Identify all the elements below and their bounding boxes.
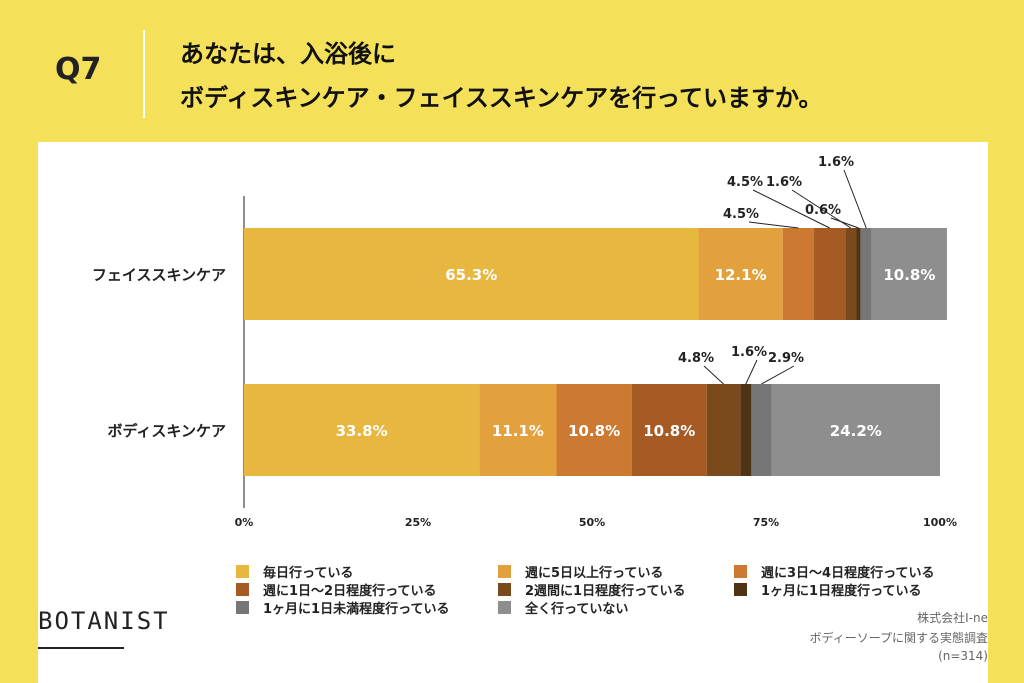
x-tick-label: 100% [923, 516, 957, 529]
bar-segment [751, 384, 772, 476]
legend-swatch [236, 582, 249, 596]
callout-line [830, 217, 859, 229]
logo-underline [38, 647, 124, 649]
legend-item: 週に3日〜4日程度行っている [734, 563, 935, 581]
data-label: 65.3% [445, 266, 497, 284]
bar-segment [244, 384, 480, 476]
botanist-logo: BOTANIST [38, 607, 170, 635]
data-label: 0.6% [805, 203, 841, 218]
data-label: 4.8% [678, 351, 714, 366]
source-survey: ボディーソープに関する実態調査 [809, 631, 988, 645]
bar-segment [631, 384, 707, 476]
bar-segment [479, 384, 557, 476]
bar-segment [740, 384, 752, 476]
callout-line [752, 189, 830, 229]
bar-segment [698, 228, 783, 320]
legend-item: 1ヶ月に1日程度行っている [734, 581, 922, 599]
chart-card: 0% 25% 50% 75% 100% フェイススキンケア 65.3% 12.1% 4.5% 4.… [38, 142, 988, 683]
x-tick-label: 25% [405, 516, 431, 529]
legend-item: 週に1日〜2日程度行っている [236, 581, 437, 599]
data-label: 11.1% [492, 422, 544, 440]
legend-label: 1ヶ月に1日程度行っている [761, 583, 922, 599]
bar-segment [814, 228, 846, 320]
bar-segment [771, 384, 940, 476]
legend-swatch [734, 582, 747, 596]
legend-label: 全く行っていない [525, 601, 629, 617]
header-divider [143, 30, 145, 118]
legend-label: 週に1日〜2日程度行っている [263, 583, 437, 599]
bar-segment [856, 228, 861, 320]
data-label: 10.8% [883, 266, 935, 284]
x-tick-label: 0% [235, 516, 254, 529]
source-sample-size: (n=314) [938, 649, 988, 663]
data-label: 4.5% [727, 175, 763, 190]
legend-label: 1ヶ月に1日未満程度行っている [263, 601, 450, 617]
legend-swatch [498, 600, 511, 614]
bar-segment [782, 228, 815, 320]
source-company: 株式会社I-ne [917, 611, 988, 625]
legend-swatch [236, 600, 249, 614]
legend-label: 2週間に1日程度行っている [525, 583, 686, 599]
legend-swatch [236, 564, 249, 578]
bar-segment [706, 384, 741, 476]
x-tick-label: 75% [753, 516, 779, 529]
legend-swatch [498, 582, 511, 596]
callout-line [745, 359, 758, 385]
legend-item: 1ヶ月に1日未満程度行っている [236, 599, 450, 617]
legend-label: 週に3日〜4日程度行っている [761, 565, 935, 581]
data-label: 1.6% [731, 345, 767, 360]
bar-segment [871, 228, 947, 320]
question-title-line2: ボディスキンケア・フェイススキンケアを行っていますか。 [180, 84, 823, 112]
data-label: 10.8% [643, 422, 695, 440]
legend-item: 2週間に1日程度行っている [498, 581, 686, 599]
question-title-line1: あなたは、入浴後に [180, 40, 396, 68]
data-label: 10.8% [568, 422, 620, 440]
bar-segment [845, 228, 857, 320]
legend-swatch [734, 564, 747, 578]
data-label: 1.6% [818, 155, 854, 170]
category-label: ボディスキンケア [107, 422, 226, 440]
callout-line [843, 169, 867, 229]
callout-line [703, 365, 724, 385]
legend-label: 毎日行っている [263, 565, 354, 581]
legend-item: 毎日行っている [236, 563, 354, 581]
data-label: 33.8% [336, 422, 388, 440]
bar-segment [860, 228, 872, 320]
data-label: 2.9% [768, 351, 804, 366]
data-label: 4.5% [723, 207, 759, 222]
legend-item: 週に5日以上行っている [498, 563, 664, 581]
callout-line [748, 221, 799, 229]
stacked-bar-chart: 0% 25% 50% 75% 100% フェイススキンケア 65.3% 12.1% 4.5% 4.… [92, 155, 957, 529]
legend-item: 全く行っていない [498, 599, 629, 617]
data-label: 12.1% [715, 266, 767, 284]
question-number: Q7 [55, 52, 102, 87]
x-tick-label: 50% [579, 516, 605, 529]
bar-segment [556, 384, 632, 476]
data-label: 1.6% [766, 175, 802, 190]
category-label: フェイススキンケア [92, 266, 226, 284]
callout-line [761, 365, 795, 385]
legend-label: 週に5日以上行っている [525, 565, 664, 581]
legend-swatch [498, 564, 511, 578]
data-label: 24.2% [830, 422, 882, 440]
bar-segment [244, 228, 699, 320]
